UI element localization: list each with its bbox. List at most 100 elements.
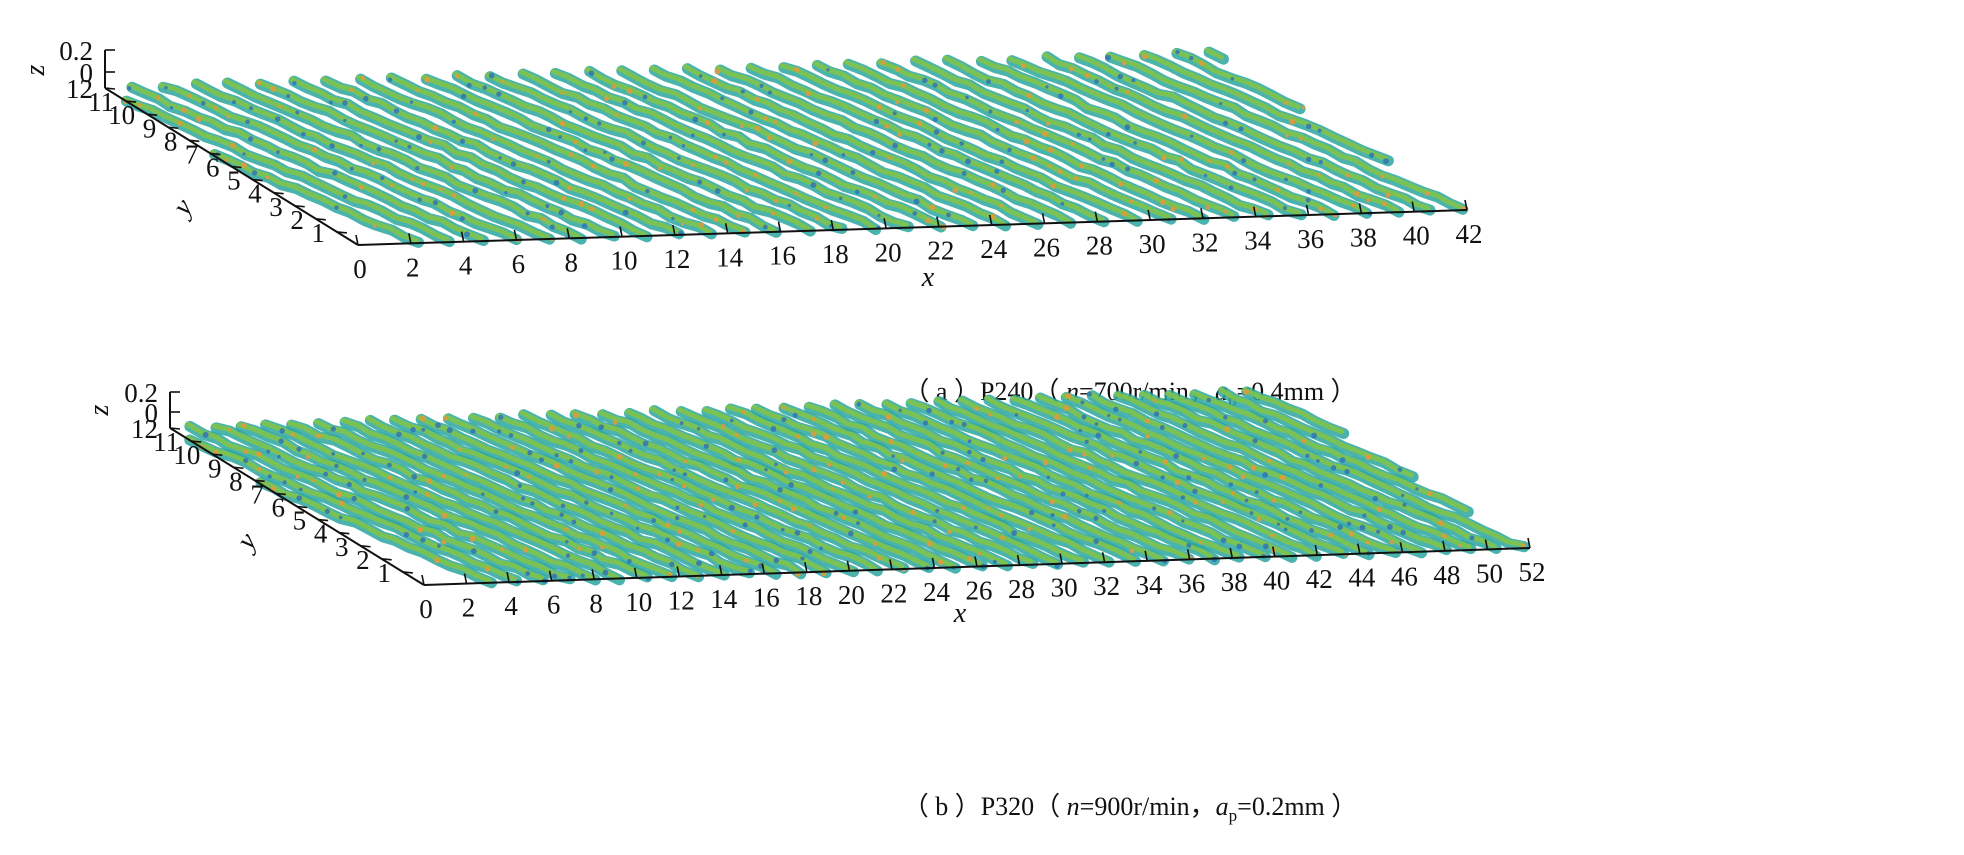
axes-a: 0 2 4 6 8 10 12 14 16 18 20 22 24 26 28 30 32 34 36 38 40 421… — [20, 36, 1483, 293]
ridge-highlight — [1105, 52, 1464, 210]
surface-speckle — [771, 211, 776, 216]
y-tick-label: 8 — [164, 126, 178, 156]
surface-speckle — [1227, 464, 1233, 470]
surface-speckle — [1088, 137, 1092, 141]
surface-speckle — [810, 430, 817, 437]
surface-speckle — [407, 144, 412, 149]
y-tick — [402, 571, 413, 574]
surface-speckle — [1084, 72, 1091, 79]
surface-speckle — [417, 527, 424, 533]
surface-speckle — [358, 184, 364, 190]
surface-speckle — [1375, 529, 1381, 534]
surface-speckle — [672, 468, 676, 472]
surface-speckle — [1266, 458, 1272, 463]
surface-speckle — [841, 515, 847, 520]
surface-speckle — [1048, 164, 1052, 168]
x-tick — [421, 574, 425, 586]
surface-speckle — [1256, 517, 1262, 522]
surface-speckle — [1469, 535, 1475, 541]
ridge-highlight — [287, 420, 648, 578]
ridge-highlight — [390, 415, 751, 574]
ridge-highlight — [882, 400, 1240, 558]
surface-speckle — [127, 86, 132, 91]
x-tick-label: 8 — [589, 588, 603, 618]
surface-speckle — [1129, 199, 1134, 204]
surface-speckle — [988, 412, 993, 417]
surface-speckle — [470, 428, 476, 434]
surface-speckle — [741, 409, 746, 414]
y-tick — [294, 204, 305, 208]
surface-speckle — [441, 539, 447, 545]
caption-b-ap-var: a — [1216, 792, 1229, 821]
ridge-highlight — [726, 404, 1084, 563]
y-tick-label: 12 — [66, 74, 93, 104]
surface-speckle — [793, 66, 800, 73]
surface-speckle — [1144, 418, 1150, 424]
surface-speckle — [1076, 508, 1082, 514]
surface-speckle — [708, 550, 715, 557]
surface-speckle — [1276, 522, 1281, 526]
surface-speckle — [1262, 543, 1269, 550]
surface-speckle — [734, 484, 740, 490]
ridge-highlight — [877, 59, 1235, 217]
surface-speckle — [1220, 500, 1225, 504]
surface-speckle — [594, 469, 599, 475]
ridge-highlight — [255, 79, 615, 237]
x-tick-label: 4 — [504, 591, 518, 621]
surface-speckle — [847, 530, 854, 537]
surface-speckle — [591, 550, 598, 556]
ridge-highlight — [469, 413, 827, 574]
surface-speckle — [884, 123, 889, 129]
caption-b-prefix: （ b ）P320（ — [903, 792, 1067, 821]
surface-speckle — [810, 182, 817, 188]
x-tick — [1059, 553, 1063, 564]
surface-speckle — [999, 203, 1003, 208]
surface-speckle — [696, 547, 700, 552]
x-tick-label: 18 — [822, 239, 849, 269]
surface-speckle — [1236, 543, 1243, 550]
surface-speckle — [464, 472, 469, 476]
surface-speckle — [439, 187, 444, 191]
ridge-highlight — [340, 417, 700, 578]
surface-speckle — [510, 161, 517, 167]
surface-a — [120, 46, 1469, 248]
surface-speckle — [1438, 520, 1444, 527]
surface-speckle — [156, 95, 161, 100]
surface-speckle — [538, 457, 545, 463]
surface-speckle — [1285, 516, 1290, 521]
surface-speckle — [856, 521, 861, 526]
surface-speckle — [482, 85, 488, 90]
x-tick — [1094, 211, 1099, 222]
surface-speckle — [242, 152, 246, 156]
surface-speckle — [968, 477, 974, 482]
surface-speckle — [342, 100, 348, 106]
surface-speckle — [602, 569, 609, 576]
surface-speckle — [669, 561, 675, 568]
surface-speckle — [338, 515, 343, 520]
surface-speckle — [697, 106, 702, 111]
surface-speckle — [346, 481, 352, 488]
x-tick-label: 0 — [353, 254, 367, 284]
surface-speckle — [577, 547, 582, 551]
surface-speckle — [704, 120, 711, 126]
surface-b — [184, 386, 1530, 589]
surface-speckle — [545, 204, 550, 208]
ridge-highlight — [222, 78, 582, 240]
surface-speckle — [876, 555, 882, 561]
surface-speckle — [1057, 93, 1064, 99]
surface-speckle — [1167, 510, 1173, 516]
surface-speckle — [651, 518, 657, 524]
x-tick — [1305, 204, 1310, 216]
surface-speckle — [446, 427, 453, 434]
surface-speckle — [1252, 438, 1258, 444]
surface-speckle — [607, 486, 614, 493]
x-tick-label: 16 — [753, 583, 780, 613]
surface-speckle — [1365, 540, 1370, 545]
surface-speckle — [527, 450, 533, 456]
surface-speckle — [1198, 541, 1203, 545]
surface-speckle — [830, 487, 835, 491]
surface-speckle — [1093, 538, 1099, 544]
y-tick-label: 5 — [227, 166, 241, 196]
surface-speckle — [1231, 491, 1236, 496]
surface-speckle — [675, 541, 682, 548]
